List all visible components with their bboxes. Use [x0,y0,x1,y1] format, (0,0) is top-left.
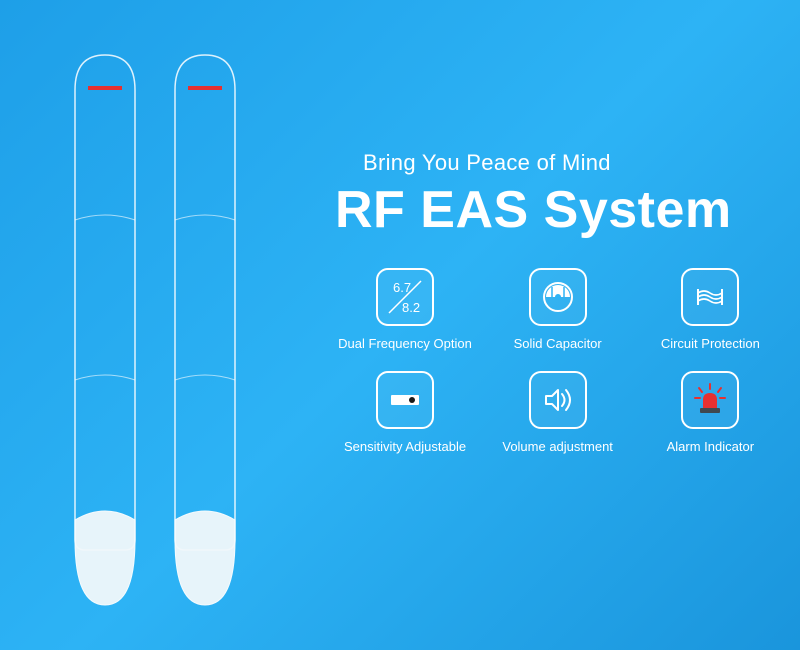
content-block: Bring You Peace of Mind RF EAS System 6.… [335,150,785,454]
circuit-protection-icon [681,268,739,326]
feature-solid-capacitor: Solid Capacitor [488,268,628,351]
volume-icon [529,371,587,429]
hero-banner: Bring You Peace of Mind RF EAS System 6.… [0,0,800,650]
feature-label: Solid Capacitor [514,336,602,351]
feature-label: Sensitivity Adjustable [344,439,466,454]
antenna-pair [70,50,240,610]
dual-frequency-icon: 6.7 8.2 [376,268,434,326]
feature-label: Circuit Protection [661,336,760,351]
feature-label: Dual Frequency Option [338,336,472,351]
feature-circuit-protection: Circuit Protection [640,268,780,351]
eas-antenna-right [170,50,240,610]
feature-alarm: Alarm Indicator [640,371,780,454]
freq-bottom-text: 8.2 [402,300,420,315]
feature-label: Alarm Indicator [667,439,754,454]
main-title: RF EAS System [335,180,785,240]
feature-label: Volume adjustment [502,439,613,454]
feature-volume: Volume adjustment [488,371,628,454]
feature-dual-frequency: 6.7 8.2 Dual Frequency Option [335,268,475,351]
eas-antenna-left [70,50,140,610]
feature-sensitivity: Sensitivity Adjustable [335,371,475,454]
capacitor-icon [529,268,587,326]
feature-grid: 6.7 8.2 Dual Frequency Option [335,268,785,454]
alarm-icon [681,371,739,429]
sensitivity-icon [376,371,434,429]
tagline-text: Bring You Peace of Mind [363,150,785,176]
